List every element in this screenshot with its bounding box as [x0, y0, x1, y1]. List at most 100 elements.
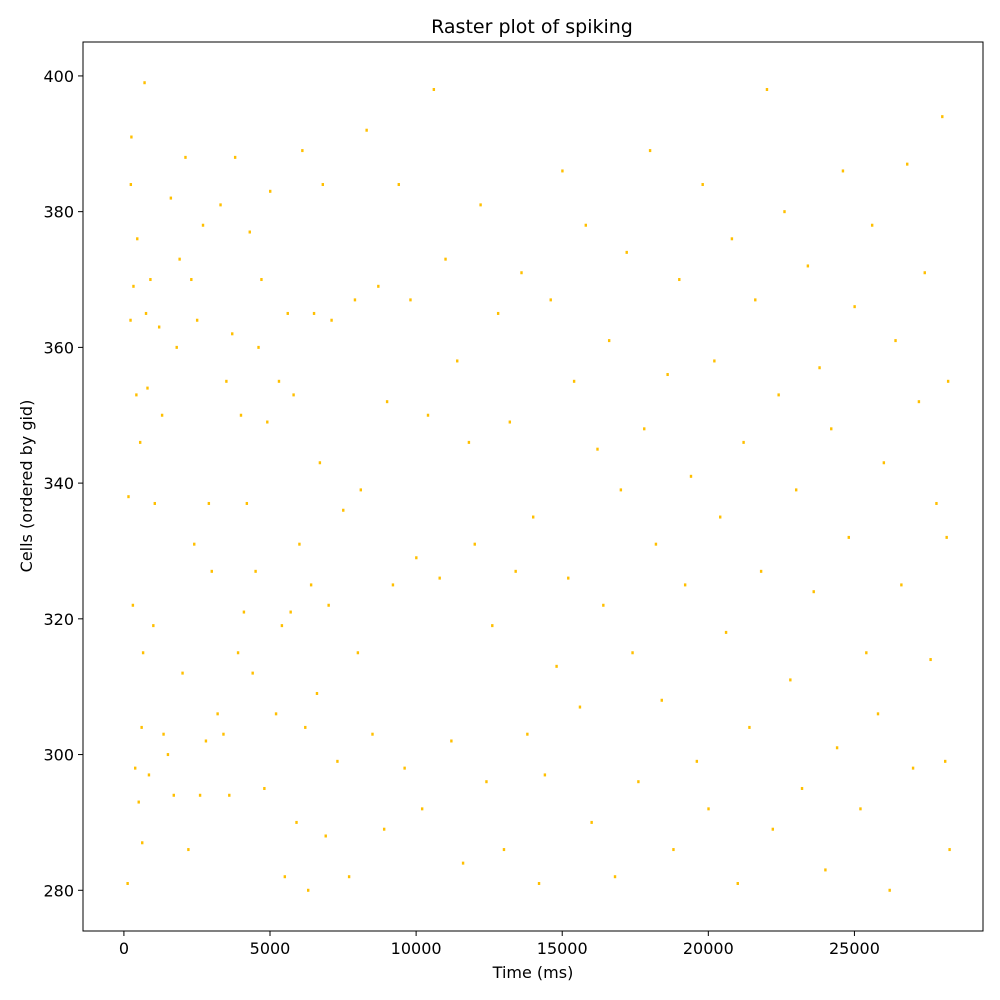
spike-marker	[207, 501, 211, 505]
spike-marker	[143, 81, 146, 85]
spike-marker	[318, 461, 322, 465]
spike-marker	[929, 658, 932, 662]
spike-marker	[315, 691, 319, 695]
spike-marker	[689, 474, 693, 478]
spike-marker	[126, 882, 129, 885]
spike-marker	[765, 88, 769, 91]
spike-marker	[403, 766, 406, 770]
spike-marker	[136, 237, 139, 241]
spike-marker	[144, 311, 148, 315]
spike-marker	[242, 610, 246, 614]
spike-marker	[945, 535, 948, 539]
spike-marker	[666, 373, 669, 377]
spike-marker	[137, 800, 140, 804]
spike-marker	[365, 128, 368, 132]
spike-marker	[160, 413, 164, 417]
spike-marker	[491, 624, 494, 628]
spike-marker	[713, 359, 716, 363]
spike-marker	[567, 576, 570, 580]
spike-marker	[129, 183, 133, 187]
y-tick-label: 400	[43, 67, 74, 86]
spike-marker	[806, 264, 810, 268]
spike-marker	[190, 278, 193, 282]
spike-marker	[748, 725, 751, 729]
spike-marker	[572, 379, 576, 383]
spike-marker	[307, 888, 310, 892]
spike-marker	[830, 427, 833, 431]
spike-marker	[648, 149, 652, 153]
spike-marker	[233, 155, 237, 159]
spike-marker	[654, 542, 658, 546]
spike-marker	[309, 583, 313, 587]
spike-marker	[941, 115, 944, 119]
spike-marker	[324, 834, 327, 838]
spike-marker	[371, 732, 374, 736]
spike-marker	[301, 149, 304, 153]
x-tick-label: 20000	[683, 939, 734, 958]
spike-marker	[865, 651, 868, 655]
spike-marker	[870, 223, 874, 227]
y-tick-label: 340	[43, 474, 74, 493]
spike-marker	[152, 624, 155, 628]
spike-marker	[292, 393, 295, 397]
spike-marker	[385, 400, 389, 404]
spike-marker	[330, 318, 333, 322]
spike-marker	[184, 155, 187, 159]
spike-marker	[882, 461, 886, 465]
spike-marker	[935, 501, 938, 505]
spike-marker	[198, 793, 202, 797]
spike-marker	[432, 88, 436, 91]
spike-marker	[602, 603, 605, 607]
spike-marker	[678, 278, 681, 282]
spike-marker	[841, 169, 845, 173]
spike-marker	[304, 725, 307, 729]
spike-marker	[485, 780, 488, 784]
spike-marker	[683, 583, 687, 587]
spike-marker	[266, 420, 269, 424]
spike-marker	[181, 671, 184, 675]
spike-marker	[135, 393, 138, 397]
spike-marker	[771, 827, 775, 831]
spike-marker	[162, 732, 165, 736]
spike-marker	[596, 447, 599, 451]
spike-marker	[342, 508, 345, 512]
spike-marker	[141, 841, 144, 845]
y-axis-label: Cells (ordered by gid)	[17, 400, 36, 573]
spike-marker	[888, 888, 891, 892]
y-tick-label: 320	[43, 610, 74, 629]
spike-marker	[147, 773, 151, 777]
spike-marker	[327, 603, 330, 607]
spike-marker	[254, 569, 257, 573]
spike-marker	[900, 583, 903, 587]
spike-marker	[219, 203, 222, 207]
chart-title: Raster plot of spiking	[431, 16, 633, 38]
spike-marker	[526, 732, 529, 736]
spike-marker	[210, 569, 213, 573]
spike-marker	[193, 542, 196, 546]
spike-marker	[347, 875, 351, 879]
spike-marker	[619, 488, 623, 492]
spike-marker	[724, 630, 728, 634]
spike-marker	[695, 759, 699, 763]
spike-marker	[195, 318, 199, 322]
spike-marker	[420, 807, 424, 811]
spike-marker	[127, 495, 130, 499]
spike-marker	[239, 413, 243, 417]
spike-marker	[187, 848, 190, 852]
spike-marker	[578, 705, 582, 709]
spike-marker	[555, 664, 558, 668]
spike-marker	[283, 875, 287, 879]
spike-marker	[141, 651, 145, 655]
spike-marker	[520, 271, 523, 275]
spike-marker	[736, 882, 739, 885]
y-axis: 280 300 320 340 360 380 400	[43, 67, 83, 900]
spike-marker	[222, 732, 225, 736]
spike-marker	[719, 515, 722, 519]
spike-marker	[789, 678, 792, 682]
spike-marker	[532, 515, 535, 519]
spike-marker	[280, 624, 284, 628]
spike-marker	[911, 766, 915, 770]
spike-marker	[245, 501, 249, 505]
spike-marker	[129, 318, 132, 322]
spike-marker	[561, 169, 564, 173]
